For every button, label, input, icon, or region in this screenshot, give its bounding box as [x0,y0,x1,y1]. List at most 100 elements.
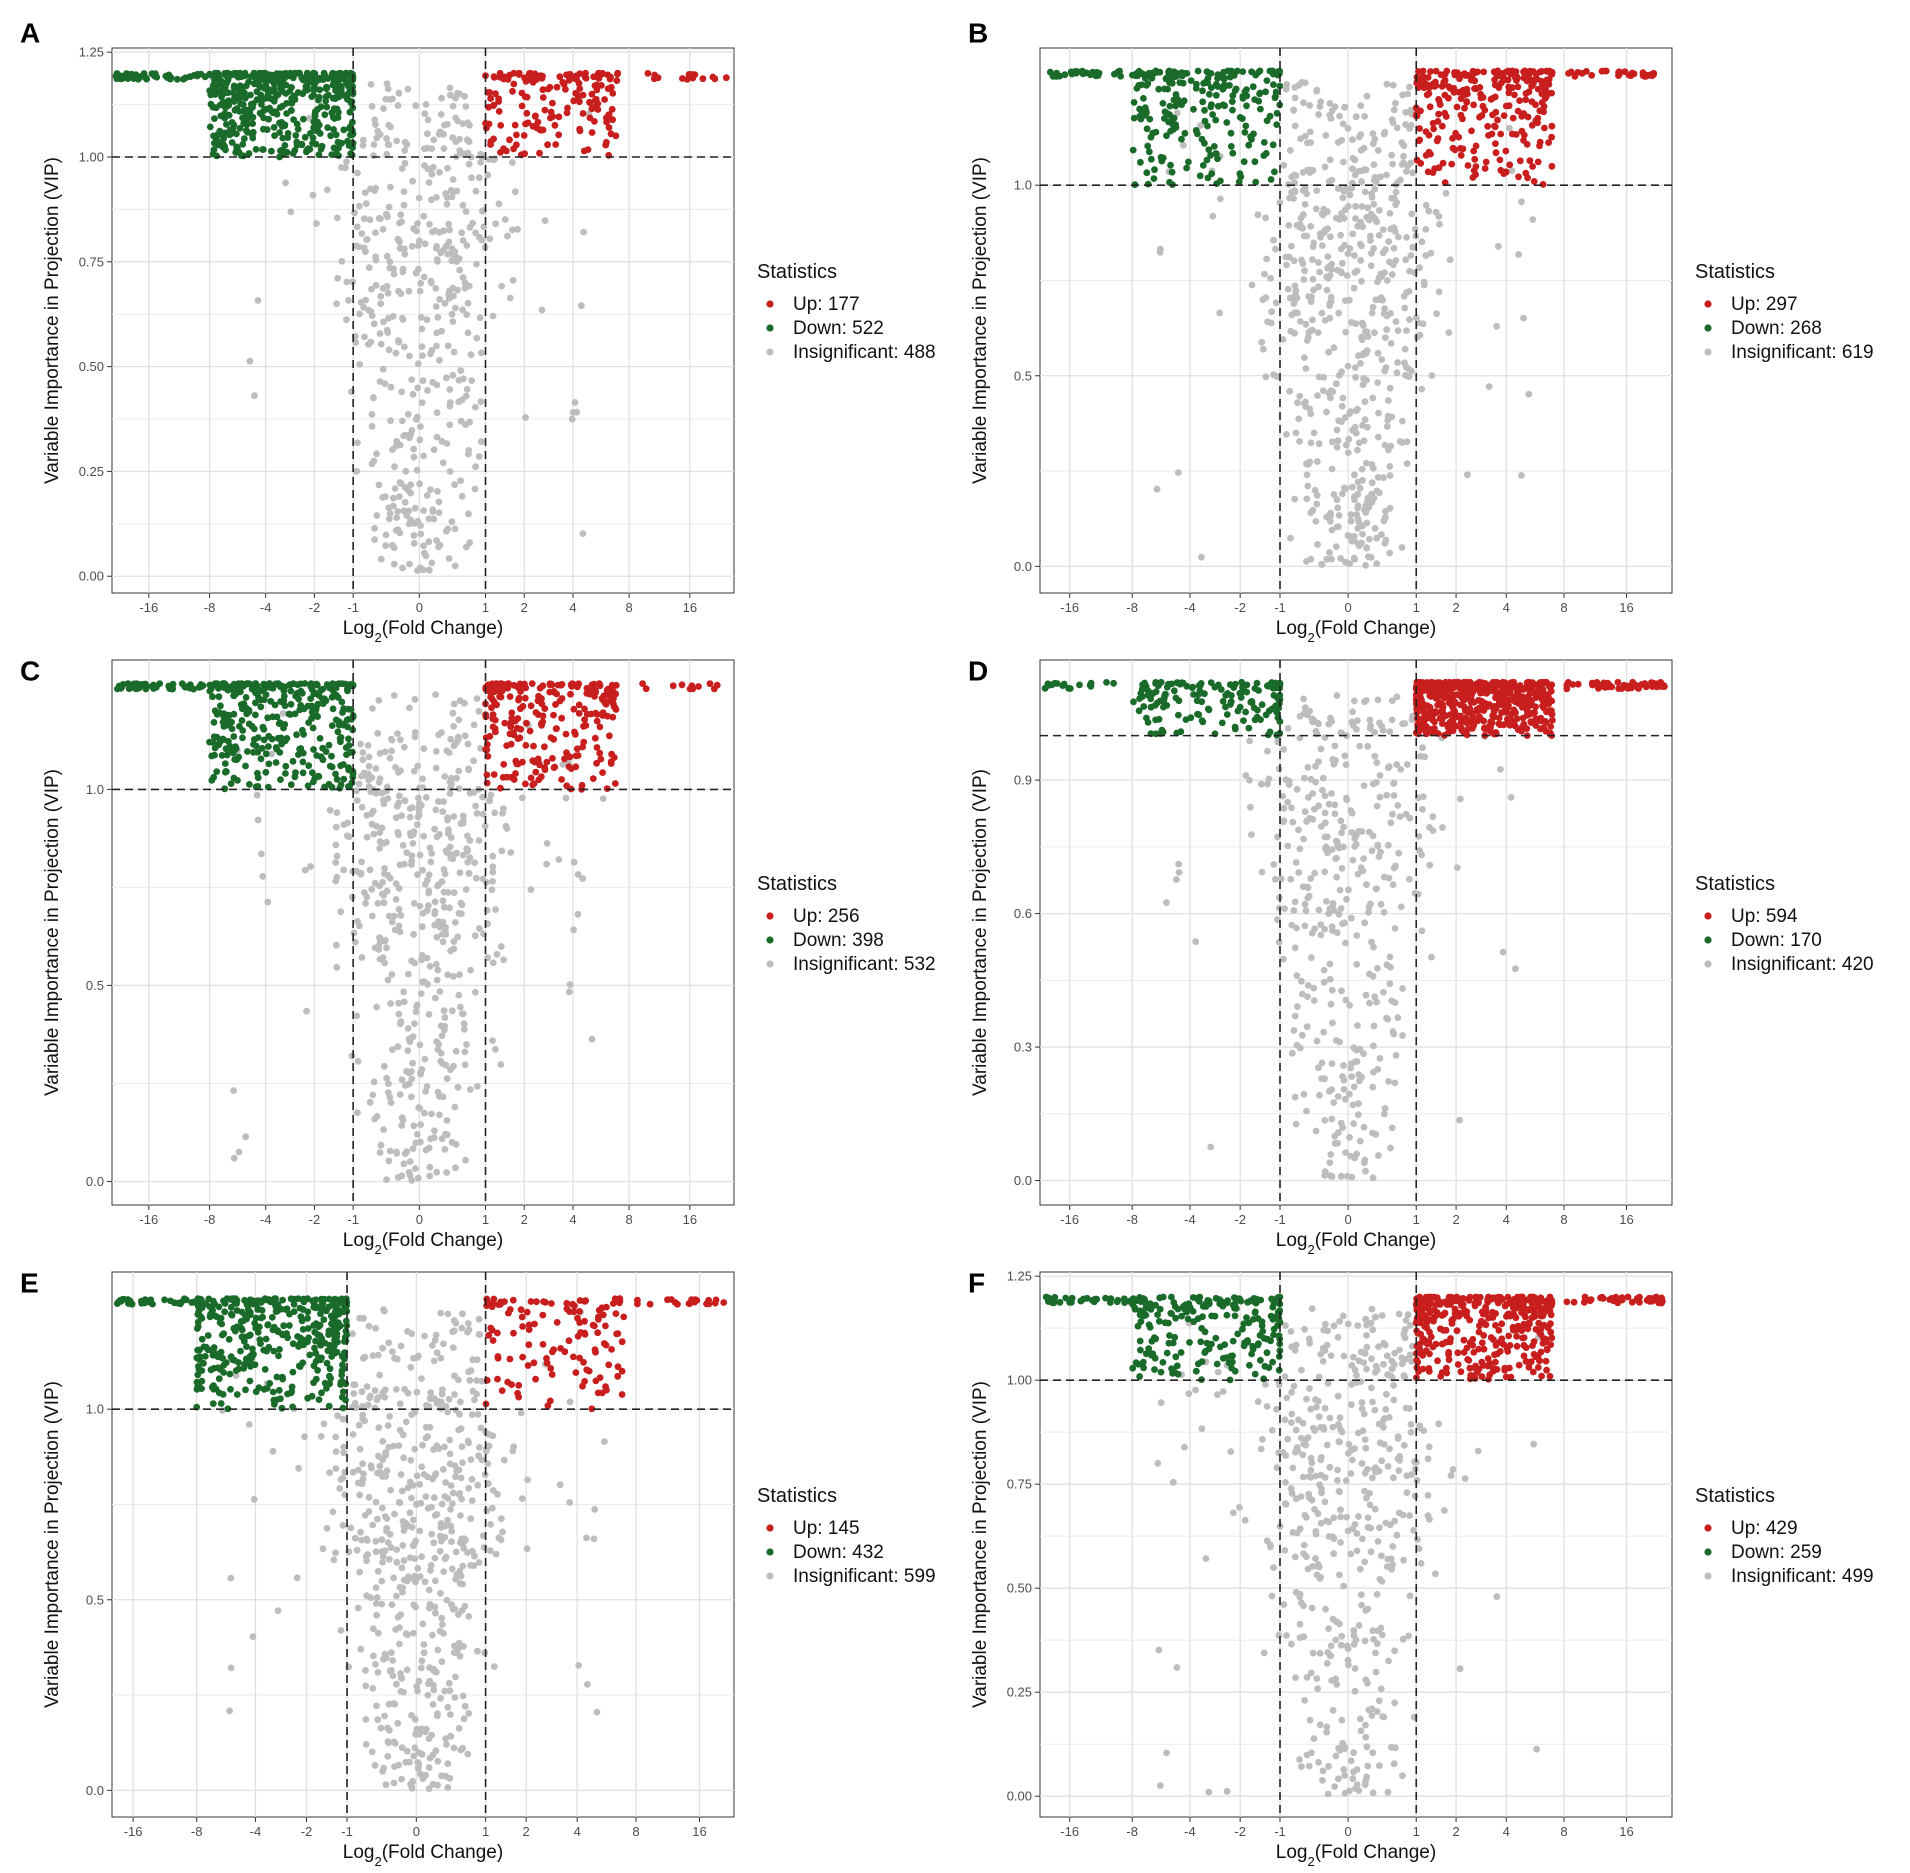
point-insignificant [426,962,434,970]
scatter-points [112,69,730,574]
point-down [1217,177,1224,185]
point-down [287,700,295,708]
point-up [583,710,591,718]
point-up [1463,98,1470,105]
point-up [561,755,568,763]
point-insignificant [1398,544,1406,551]
point-up [1451,679,1459,686]
point-up [1469,688,1477,696]
point-insignificant [1322,846,1330,853]
point-insignificant [386,1147,394,1155]
point-down [299,758,307,766]
point-insignificant [366,216,374,224]
point-up [529,757,537,765]
point-up [556,73,564,81]
point-insignificant [1346,1133,1353,1141]
point-insignificant [1361,416,1369,423]
point-down [242,694,250,701]
point-down [1217,686,1225,693]
point-insignificant [1284,842,1292,850]
point-down [233,145,241,153]
point-down [335,721,343,729]
point-up [550,764,558,771]
point-insignificant [1303,190,1310,198]
point-down [1130,99,1138,106]
point-down [1150,69,1157,77]
point-insignificant [1402,810,1410,818]
point-up [503,773,511,781]
x-tick-label: 8 [1560,600,1567,615]
point-up [1426,703,1434,711]
point-insignificant [1295,826,1302,834]
point-insignificant [1485,383,1493,390]
point-down [208,752,216,760]
point-insignificant [1303,471,1311,479]
point-down [1196,172,1204,180]
point-down [253,96,261,104]
point-insignificant [1529,216,1537,223]
point-insignificant [472,187,480,195]
point-down [1087,682,1095,690]
point-insignificant [431,825,438,833]
x-tick-label: 4 [1503,1212,1510,1227]
point-down [308,93,316,100]
point-down [345,735,352,743]
point-down [300,76,308,84]
point-down [312,704,320,712]
point-insignificant [1156,248,1164,256]
point-insignificant [1394,327,1402,334]
point-insignificant [450,252,458,260]
point-down [301,133,309,141]
point-insignificant [450,722,457,730]
point-insignificant [367,185,374,193]
point-insignificant [370,320,378,328]
point-up [576,85,584,92]
point-insignificant [401,138,409,146]
point-insignificant [1369,303,1377,311]
point-insignificant [430,136,438,144]
point-up [538,700,546,708]
point-up [601,96,608,103]
point-insignificant [1387,340,1395,347]
point-down [1239,115,1246,122]
point-up [1486,722,1493,730]
point-insignificant [423,954,431,962]
point-insignificant [1395,233,1402,241]
point-insignificant [1374,349,1382,357]
point-down [274,734,282,742]
point-down [1161,108,1169,116]
point-insignificant [404,1080,412,1088]
point-insignificant [1298,977,1305,985]
point-insignificant [1445,329,1453,336]
point-down [257,703,265,711]
point-insignificant [402,431,409,439]
point-insignificant [1369,140,1377,148]
point-insignificant [1298,1031,1306,1039]
point-up [510,776,518,783]
point-up [1604,683,1612,691]
point-insignificant [356,310,363,318]
point-insignificant [428,347,436,354]
point-up [513,724,521,732]
point-insignificant [358,803,366,811]
point-insignificant [421,110,429,118]
legend-item-down: Down: 268 [1731,318,1822,339]
point-insignificant [1363,376,1370,384]
point-up [1432,695,1440,702]
point-insignificant [1292,287,1300,295]
point-down [1144,180,1152,188]
point-up [1530,178,1538,185]
point-down [245,150,253,157]
point-up [596,723,604,731]
point-up [1578,69,1586,77]
point-insignificant [432,994,439,1002]
point-insignificant [404,410,412,418]
point-down [1199,87,1206,95]
point-insignificant [383,326,391,334]
point-down [1155,85,1163,93]
point-down [1163,702,1171,709]
point-insignificant [459,201,467,209]
point-down [1223,119,1231,126]
point-insignificant [376,882,383,890]
